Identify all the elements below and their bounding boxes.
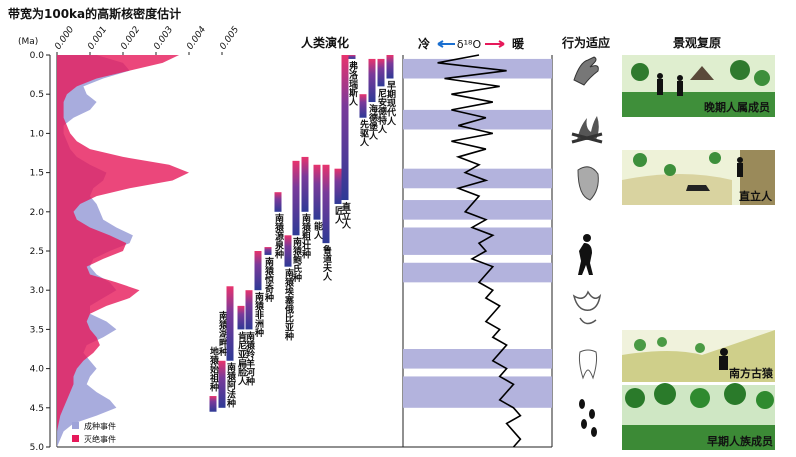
- legend-swatch: [72, 422, 79, 429]
- range-label: 早期现代人: [385, 80, 397, 125]
- density-area: [57, 55, 189, 447]
- range-bar: [218, 360, 226, 408]
- panel-title: 人类演化: [301, 35, 349, 50]
- y-tick-label: 3.5: [30, 325, 44, 335]
- panel-title: 行为适应: [561, 35, 610, 50]
- y-tick-label: 1.5: [30, 169, 44, 179]
- y-axis-label: (Ma): [18, 37, 38, 47]
- landscape-label: 早期人族成员: [707, 434, 773, 448]
- glacial-band: [403, 168, 552, 189]
- y-tick-label: 1.0: [30, 129, 45, 139]
- y-tick-label: 0.0: [30, 51, 45, 61]
- range-bar: [284, 235, 292, 267]
- glacial-band: [403, 262, 552, 283]
- landscape-panel: 直立人: [622, 150, 775, 205]
- y-tick-label: 4.5: [30, 404, 44, 414]
- range-bar: [301, 156, 309, 212]
- x-tick-label: 0.000: [53, 25, 76, 52]
- range-bar: [322, 164, 330, 244]
- range-label: 弗洛瑞斯人: [347, 60, 359, 106]
- glacial-band: [403, 376, 552, 408]
- range-bar: [254, 251, 262, 291]
- landscape-label: 晚期人属成员: [704, 100, 770, 114]
- range-label: 南猿非洲种: [253, 291, 265, 338]
- range-label: 南猿湖畔种: [217, 310, 229, 357]
- range-bar: [368, 58, 376, 103]
- range-label: 先驱人: [358, 119, 370, 147]
- isotope-label: δ¹⁸O: [457, 38, 482, 51]
- x-tick-label: 0.004: [185, 25, 208, 52]
- range-label: 尼安德特人: [376, 88, 388, 133]
- glacial-band: [403, 58, 552, 79]
- range-bar: [292, 160, 300, 236]
- range-bar: [348, 55, 356, 59]
- range-label: 南猿羚羊河种: [244, 330, 256, 386]
- range-bar: [264, 247, 272, 255]
- glacial-band: [403, 200, 552, 220]
- y-tick-label: 4.0: [30, 365, 45, 375]
- range-bar: [245, 290, 253, 330]
- landscape-panel: 早期人族成员: [622, 383, 775, 450]
- x-tick-label: 0.002: [119, 25, 142, 52]
- landscape-label: 直立人: [739, 189, 773, 203]
- landscape-panel: 南方古猿: [622, 330, 775, 382]
- x-tick-label: 0.003: [152, 25, 175, 52]
- y-tick-label: 0.5: [30, 90, 44, 100]
- range-label: 南猿阿法种: [225, 362, 237, 409]
- range-label: 南猿源泉种: [273, 213, 285, 260]
- range-label: 鲁道夫人: [321, 244, 333, 281]
- landscape-label: 南方古猿: [729, 366, 774, 380]
- range-bar: [226, 286, 234, 361]
- y-tick-label: 2.0: [30, 208, 45, 218]
- range-label: 地猿始祖种: [208, 345, 220, 392]
- glacial-band: [403, 227, 552, 255]
- arrow: [485, 40, 505, 48]
- isotope-line: [437, 54, 522, 448]
- legend-label: 成种事件: [84, 421, 116, 431]
- range-bar: [313, 164, 321, 220]
- y-tick-label: 3.0: [30, 286, 45, 296]
- range-bar: [274, 192, 282, 212]
- range-bar: [209, 396, 217, 412]
- range-label: 能人: [312, 221, 324, 240]
- cold-label: 冷: [418, 36, 430, 51]
- range-label: 匠人: [333, 206, 345, 224]
- range-label: 南猿粗壮种: [300, 213, 312, 260]
- range-label: 海德堡人: [367, 103, 379, 140]
- range-bar: [386, 55, 394, 79]
- landscape-panel: 晚期人属成员: [622, 55, 775, 117]
- y-tick-label: 5.0: [30, 443, 45, 453]
- range-bar: [359, 94, 367, 118]
- range-label: 直立人: [340, 201, 352, 229]
- warm-label: 暖: [512, 36, 525, 51]
- range-bar: [341, 55, 349, 201]
- figure-title: 带宽为100ka的高斯核密度估计: [8, 6, 181, 21]
- y-tick-label: 2.5: [30, 247, 44, 257]
- glacial-band: [403, 349, 552, 369]
- range-bar: [237, 305, 245, 330]
- legend-swatch: [72, 435, 79, 442]
- range-label: 南猿鲍氏种: [291, 236, 303, 283]
- range-label: 肯尼亚扁脸人: [236, 330, 248, 385]
- range-bar: [377, 58, 385, 87]
- legend-label: 灭绝事件: [84, 434, 116, 444]
- range-label: 南猿惊奇种: [263, 256, 275, 303]
- panel-title: 景观复原: [673, 35, 721, 50]
- range-label: 南猿埃塞俄比亚种: [283, 268, 295, 342]
- x-tick-label: 0.005: [218, 25, 241, 52]
- behavior-icons: [571, 56, 603, 437]
- arrow: [437, 40, 455, 48]
- range-bar: [334, 168, 342, 204]
- x-tick-label: 0.001: [86, 25, 109, 52]
